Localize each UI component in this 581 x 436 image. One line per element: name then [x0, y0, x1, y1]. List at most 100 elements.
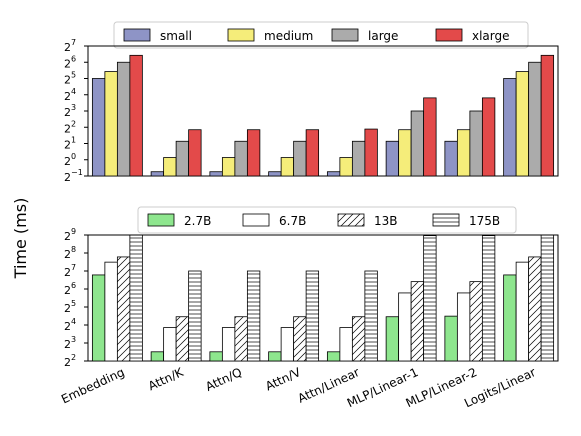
y-axis-label: Time (ms): [11, 198, 30, 280]
top-y-tick-label: 22: [64, 119, 76, 135]
bar-6-7b-attn-v: [280, 327, 295, 362]
bar-large-attn-linear: [351, 140, 366, 177]
top-y-tick-label: 2−1: [64, 168, 83, 184]
bar-xlarge-attn-linear: [364, 128, 378, 177]
category-label-attn-q: Attn/Q: [203, 365, 244, 394]
bar-2-7b-attn-linear: [326, 351, 341, 362]
bar-medium-mlp-linear-2: [456, 129, 471, 177]
legend-swatch-13b: [337, 213, 365, 227]
bar-2-7b-embedding: [91, 274, 106, 362]
bar-large-embedding: [116, 61, 131, 177]
legend-swatch-175b: [432, 213, 460, 227]
legend-swatch-xlarge: [435, 28, 463, 42]
legend-label-175b: 175B: [469, 214, 500, 228]
bar-medium-attn-q: [221, 157, 236, 177]
top-y-tick-label: 26: [64, 54, 76, 70]
legend-label-small: small: [160, 29, 192, 43]
bar-large-logits-linear: [528, 61, 542, 177]
bottom-y-tick-label: 29: [64, 227, 76, 243]
bottom-legend: 2.7B 6.7B 13B 175B: [137, 206, 517, 234]
bar-13b-mlp-linear-2: [469, 281, 483, 362]
bottom-y-tick-label: 26: [64, 281, 76, 297]
top-y-tick-label: 23: [64, 103, 76, 119]
bottom-y-tick-label: 28: [64, 245, 76, 261]
bar-2-7b-mlp-linear-1: [385, 316, 400, 362]
bar-175b-embedding: [129, 234, 143, 362]
top-legend-box: [113, 21, 529, 49]
bar-13b-mlp-linear-1: [410, 281, 425, 362]
legend-swatch-6-7b: [242, 213, 270, 227]
bottom-plot-frame: [87, 234, 559, 362]
top-y-tick-label: 25: [64, 71, 76, 87]
top-bars: [91, 54, 555, 177]
bar-175b-attn-q: [246, 270, 261, 362]
chart-bottom: 2.7B 6.7B 13B 175B 22 23 24 25 26 27 28 29 Embeddi…: [59, 206, 559, 411]
category-label-embedding: Embedding: [59, 365, 127, 406]
bar-13b-logits-linear: [528, 256, 542, 362]
bar-large-attn-k: [175, 140, 190, 177]
bar-13b-attn-q: [234, 316, 248, 362]
bar-xlarge-mlp-linear-1: [423, 97, 437, 177]
bar-6-7b-mlp-linear-1: [398, 292, 412, 362]
bar-large-mlp-linear-2: [469, 110, 483, 177]
bar-xlarge-logits-linear: [540, 54, 555, 177]
bar-medium-attn-v: [280, 157, 295, 177]
bottom-y-tick-label: 25: [64, 299, 76, 315]
top-legend: small medium large xlarge: [113, 21, 529, 49]
bar-175b-attn-v: [305, 270, 320, 362]
legend-label-2-7b: 2.7B: [184, 214, 211, 228]
bar-175b-mlp-linear-2: [481, 235, 496, 362]
bar-13b-embedding: [116, 256, 131, 362]
bar-small-attn-v: [268, 171, 282, 177]
bar-2-7b-logits-linear: [503, 274, 517, 362]
bar-small-mlp-linear-1: [385, 140, 400, 177]
bar-medium-embedding: [104, 71, 118, 177]
legend-swatch-2-7b: [147, 213, 175, 227]
bar-large-attn-q: [234, 140, 248, 177]
bar-xlarge-attn-k: [188, 129, 202, 177]
bar-large-attn-v: [293, 140, 307, 177]
bar-medium-mlp-linear-1: [398, 129, 412, 177]
bar-175b-attn-linear: [364, 270, 378, 362]
legend-label-13b: 13B: [374, 214, 398, 228]
bottom-legend-box: [137, 206, 517, 234]
bottom-y-tick-label: 27: [64, 263, 76, 279]
bar-medium-attn-linear: [339, 157, 353, 177]
bottom-y-tick-label: 22: [64, 353, 76, 369]
bar-13b-attn-linear: [351, 316, 366, 362]
bar-6-7b-attn-linear: [339, 327, 353, 362]
top-y-tick-label: 24: [64, 87, 76, 103]
top-y-tick-label: 21: [64, 136, 76, 152]
bar-xlarge-embedding: [129, 54, 143, 177]
legend-swatch-small: [123, 28, 151, 42]
bar-6-7b-mlp-linear-2: [456, 292, 471, 362]
bar-2-7b-attn-k: [150, 351, 165, 362]
bar-small-attn-k: [150, 171, 165, 177]
bottom-y-tick-label: 23: [64, 335, 76, 351]
bar-small-logits-linear: [503, 78, 517, 177]
bar-2-7b-attn-q: [209, 351, 223, 362]
bar-6-7b-logits-linear: [515, 261, 530, 362]
bar-medium-attn-k: [163, 157, 177, 177]
y-axis-label-group: Time (ms): [11, 198, 30, 280]
category-label-attn-v: Attn/V: [263, 365, 303, 394]
bar-medium-logits-linear: [515, 71, 530, 177]
bottom-category-labels: Embedding Attn/K Attn/Q Attn/VAttn/LinearML…: [59, 365, 538, 411]
bar-small-attn-q: [209, 171, 223, 177]
bar-2-7b-mlp-linear-2: [444, 315, 458, 362]
chart-top: small medium large xlarge 2−120212223242526…: [64, 21, 559, 184]
bar-175b-mlp-linear-1: [423, 235, 437, 362]
bar-small-attn-linear: [326, 171, 341, 177]
legend-label-6-7b: 6.7B: [279, 214, 306, 228]
bar-xlarge-attn-v: [305, 129, 320, 177]
bar-xlarge-attn-q: [246, 129, 261, 177]
bar-2-7b-attn-v: [268, 351, 282, 362]
bar-6-7b-attn-k: [163, 327, 177, 362]
bar-small-embedding: [91, 78, 106, 177]
bottom-bars: [91, 234, 555, 362]
bar-xlarge-mlp-linear-2: [481, 97, 496, 177]
bar-6-7b-embedding: [104, 261, 118, 362]
top-y-tick-label: 27: [64, 38, 76, 54]
